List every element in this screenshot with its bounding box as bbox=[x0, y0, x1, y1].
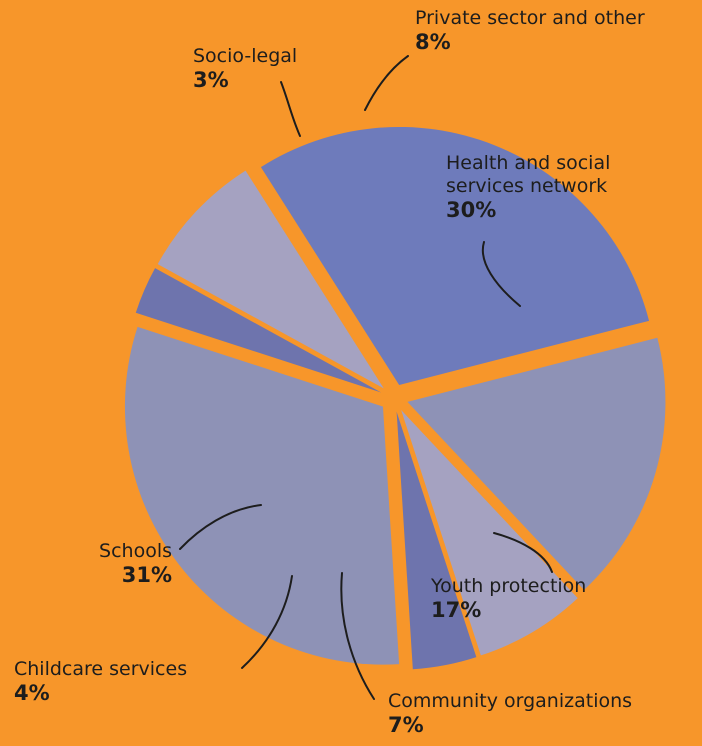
pie-slice-private bbox=[157, 170, 384, 389]
label-schools: Schools 31% bbox=[62, 540, 172, 588]
pie-slice-community bbox=[401, 410, 578, 656]
label-schools-percent: 31% bbox=[121, 562, 172, 587]
label-community-percent: 7% bbox=[388, 712, 424, 737]
label-youth: Youth protection 17% bbox=[431, 575, 586, 623]
leader-line-youth bbox=[493, 532, 553, 573]
label-childcare: Childcare services 4% bbox=[14, 658, 187, 706]
label-health-name-1: Health and social bbox=[446, 152, 611, 174]
label-childcare-percent: 4% bbox=[14, 680, 50, 705]
pie-slice-schools bbox=[124, 326, 400, 665]
pie-slice-childcare bbox=[396, 411, 477, 670]
leader-line-health bbox=[481, 241, 521, 307]
leader-lines bbox=[179, 55, 553, 700]
label-community-name: Community organizations bbox=[388, 690, 633, 712]
label-sociolegal-percent: 3% bbox=[193, 67, 229, 92]
label-health: Health and social services network 30% bbox=[446, 152, 610, 223]
label-sociolegal: Socio-legal 3% bbox=[193, 45, 297, 93]
pie-slice-sociolegal bbox=[135, 268, 382, 393]
label-youth-percent: 17% bbox=[431, 597, 482, 622]
label-community: Community organizations 7% bbox=[388, 690, 632, 738]
pie-slices bbox=[124, 126, 666, 670]
leader-line-community bbox=[340, 572, 375, 700]
label-health-percent: 30% bbox=[446, 197, 497, 222]
label-childcare-name: Childcare services bbox=[14, 658, 188, 680]
label-private-percent: 8% bbox=[415, 29, 451, 54]
leader-line-sociolegal bbox=[280, 81, 301, 137]
label-youth-name: Youth protection bbox=[431, 575, 587, 597]
label-health-name-2: services network bbox=[446, 174, 608, 197]
leader-line-private bbox=[364, 55, 409, 111]
label-private: Private sector and other 8% bbox=[415, 7, 645, 55]
label-sociolegal-name: Socio-legal bbox=[193, 45, 298, 67]
leader-line-childcare bbox=[241, 575, 293, 669]
leader-line-schools bbox=[179, 504, 262, 550]
pie-slice-youth bbox=[407, 337, 666, 590]
label-private-name: Private sector and other bbox=[415, 7, 645, 29]
label-schools-name: Schools bbox=[99, 540, 172, 562]
pie-slice-health bbox=[260, 126, 650, 385]
